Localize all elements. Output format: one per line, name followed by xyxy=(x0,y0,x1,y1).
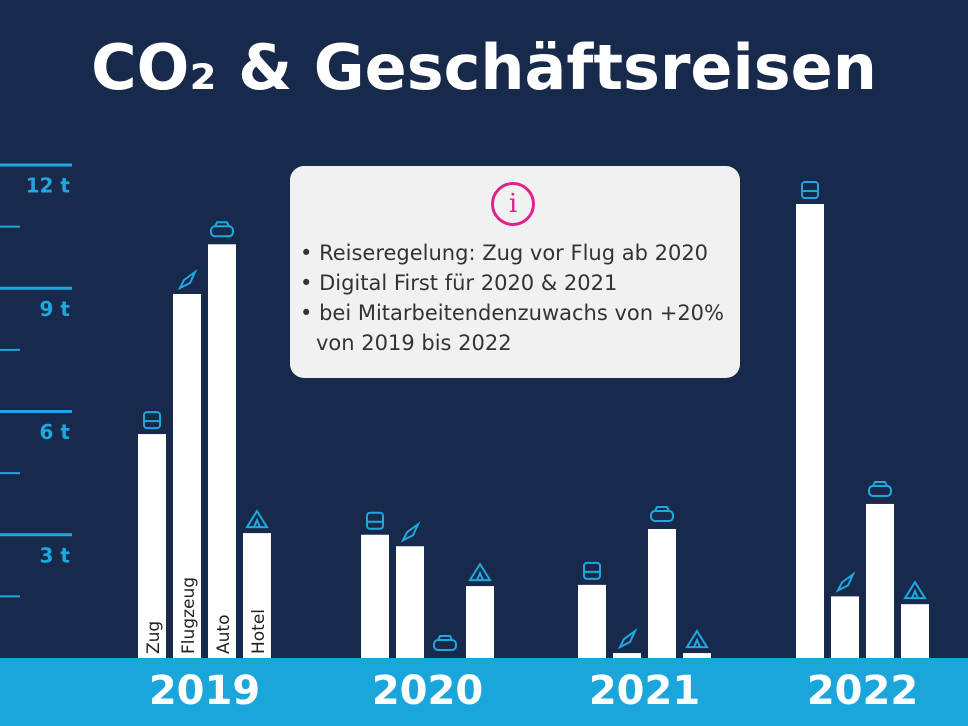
bar-icon xyxy=(685,629,709,649)
car-icon xyxy=(214,221,230,227)
bar xyxy=(361,534,389,658)
bar-icon xyxy=(400,521,421,543)
legend-label: Auto xyxy=(214,615,234,654)
hotel-icon xyxy=(685,629,709,649)
bar-icon xyxy=(650,505,674,522)
x-tick-label: 2019 xyxy=(149,668,260,714)
bar xyxy=(243,533,271,658)
y-tick-label: 12 t xyxy=(26,174,71,198)
bar-icon xyxy=(835,571,856,593)
bar-icon xyxy=(433,635,457,651)
bar-icon xyxy=(868,480,892,497)
car-icon xyxy=(650,509,674,522)
rocket-icon xyxy=(400,521,421,543)
bar-icon xyxy=(617,628,638,650)
hotel-icon xyxy=(903,580,927,600)
info-list: Reiseregelung: Zug vor Flug ab 2020Digit… xyxy=(300,238,730,358)
bar-icon xyxy=(468,562,492,582)
bar xyxy=(466,586,494,658)
legend-label: Zug xyxy=(144,621,164,654)
bar xyxy=(138,434,166,658)
info-icon: i xyxy=(491,182,535,226)
legend-label: Flugzeug xyxy=(179,577,199,654)
bar xyxy=(796,204,824,658)
bar-icon xyxy=(210,221,234,238)
bar-icon xyxy=(177,268,198,291)
legend-label: Hotel xyxy=(249,609,269,654)
info-item: bei Mitarbeitendenzuwachs von +20% von 2… xyxy=(316,298,730,358)
car-icon xyxy=(872,480,888,487)
rocket-icon xyxy=(177,268,198,291)
bar-icon xyxy=(903,580,927,600)
bar xyxy=(613,653,641,658)
info-box: i Reiseregelung: Zug vor Flug ab 2020Dig… xyxy=(290,166,740,378)
bar-icon xyxy=(143,411,161,430)
car-icon xyxy=(210,225,234,238)
x-tick-label: 2021 xyxy=(589,668,700,714)
bar xyxy=(866,503,894,658)
rocket-icon xyxy=(617,628,638,650)
year-strip xyxy=(0,658,968,726)
bar xyxy=(683,653,711,658)
y-tick-label: 9 t xyxy=(40,297,71,321)
bar xyxy=(831,596,859,658)
car-icon xyxy=(654,505,670,512)
car-icon xyxy=(433,639,457,651)
x-tick-label: 2022 xyxy=(807,668,918,714)
hotel-icon xyxy=(245,509,269,529)
bar-icon xyxy=(583,561,601,580)
hotel-icon xyxy=(468,562,492,582)
bar xyxy=(208,244,236,658)
bar xyxy=(173,294,201,658)
bar-icon xyxy=(366,511,384,530)
rocket-icon xyxy=(835,571,856,593)
info-item: Reiseregelung: Zug vor Flug ab 2020 xyxy=(316,238,730,268)
bar-icon xyxy=(801,181,819,200)
y-tick-label: 3 t xyxy=(40,543,71,567)
bar xyxy=(578,584,606,658)
y-tick-label: 6 t xyxy=(40,420,71,444)
info-item: Digital First für 2020 & 2021 xyxy=(316,268,730,298)
bar xyxy=(396,546,424,658)
bar-icon xyxy=(245,509,269,529)
bar xyxy=(648,528,676,658)
bar xyxy=(901,604,929,658)
car-icon xyxy=(437,635,453,641)
chart-title: CO₂ & Geschäftsreisen xyxy=(91,31,877,104)
car-icon xyxy=(868,484,892,497)
x-tick-label: 2020 xyxy=(372,668,483,714)
